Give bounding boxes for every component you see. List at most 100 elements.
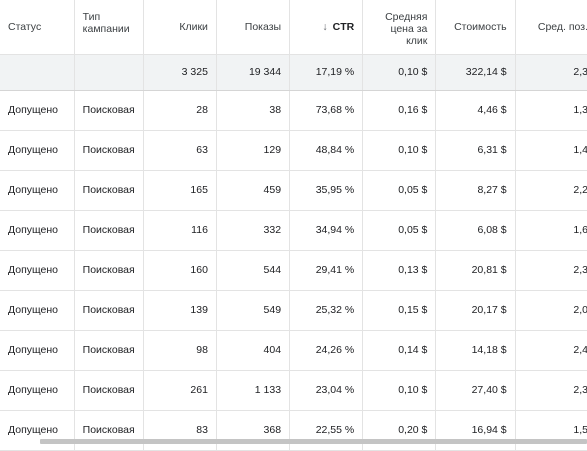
table-row[interactable]: Допущено Поисковая 98 404 24,26 % 0,14 $14,18… — [0, 330, 587, 371]
table-row[interactable]: Допущено Поисковая 139 549 25,32 % 0,15 $20,1… — [0, 290, 587, 331]
cell-campaign-type: Поисковая — [74, 290, 144, 331]
cell-clicks: 98 — [143, 330, 217, 371]
column-header-status-label: Статус — [8, 21, 42, 33]
cell-clicks: 116 — [143, 210, 217, 251]
cell-avg-pos: 1,3 — [515, 90, 587, 131]
cell-clicks: 28 — [143, 90, 217, 131]
cell-avg-cpc: 0,05 $ — [362, 170, 437, 211]
table-row[interactable]: Допущено Поисковая 165 459 35,95 % 0,05 $8,27… — [0, 170, 587, 211]
totals-avg-pos: 2,3 — [515, 54, 587, 91]
totals-ctr: 17,19 % — [289, 54, 364, 91]
cell-status: Допущено — [0, 210, 75, 251]
cell-status: Допущено — [0, 130, 75, 171]
totals-clicks: 3 325 — [143, 54, 217, 91]
cell-impressions: 38 — [216, 90, 291, 131]
cell-avg-cpc: 0,10 $ — [362, 370, 437, 411]
cell-avg-pos: 2,4 — [515, 330, 587, 371]
column-header-cost[interactable]: Стоимость — [435, 0, 516, 55]
column-header-avg-pos[interactable]: Сред. поз. — [515, 0, 587, 55]
table-row[interactable]: Допущено Поисковая 160 544 29,41 % 0,13 $20,8… — [0, 250, 587, 291]
cell-impressions: 1 133 — [216, 370, 291, 411]
cell-avg-pos: 1,6 — [515, 210, 587, 251]
cell-cost: 14,18 $ — [435, 330, 516, 371]
cell-campaign-type: Поисковая — [74, 410, 144, 451]
cell-campaign-type: Поисковая — [74, 370, 144, 411]
cell-ctr: 48,84 % — [289, 130, 364, 171]
cell-avg-pos: 2,2 — [515, 170, 587, 211]
cell-avg-pos: 2,3 — [515, 250, 587, 291]
header-row: Статус Тип кампании Клики Показы ↓ CTR Ср… — [0, 0, 587, 55]
table-row[interactable]: Допущено Поисковая 28 38 73,68 % 0,16 $4,46 $… — [0, 90, 587, 131]
table-row[interactable]: Допущено Поисковая 83 368 22,55 % 0,20 $16,94… — [0, 410, 587, 451]
totals-cost: 322,14 $ — [435, 54, 516, 91]
cell-avg-cpc: 0,13 $ — [362, 250, 437, 291]
table-row[interactable]: Допущено Поисковая 116 332 34,94 % 0,05 $6,08… — [0, 210, 587, 251]
cell-ctr: 23,04 % — [289, 370, 364, 411]
column-header-impressions[interactable]: Показы — [216, 0, 291, 55]
cell-clicks: 165 — [143, 170, 217, 211]
cell-campaign-type: Поисковая — [74, 170, 144, 211]
horizontal-scrollbar[interactable] — [40, 439, 587, 444]
column-header-clicks-label: Клики — [179, 21, 208, 33]
cell-avg-pos: 1,5 — [515, 410, 587, 451]
cell-status: Допущено — [0, 90, 75, 131]
cell-campaign-type: Поисковая — [74, 90, 144, 131]
cell-cost: 20,17 $ — [435, 290, 516, 331]
sort-descending-arrow-icon: ↓ — [322, 21, 328, 33]
cell-cost: 6,31 $ — [435, 130, 516, 171]
cell-ctr: 73,68 % — [289, 90, 364, 131]
cell-ctr: 35,95 % — [289, 170, 364, 211]
cell-avg-pos: 2,3 — [515, 370, 587, 411]
cell-cost: 27,40 $ — [435, 370, 516, 411]
column-header-impressions-label: Показы — [244, 21, 282, 33]
cell-cost: 16,94 $ — [435, 410, 516, 451]
cell-avg-pos: 2,0 — [515, 290, 587, 331]
cell-campaign-type: Поисковая — [74, 330, 144, 371]
column-header-ctr[interactable]: ↓ CTR — [289, 0, 364, 55]
cell-campaign-type: Поисковая — [74, 210, 144, 251]
column-header-ctr-label: CTR — [332, 21, 355, 33]
cell-avg-cpc: 0,15 $ — [362, 290, 437, 331]
cell-impressions: 549 — [216, 290, 291, 331]
cell-clicks: 261 — [143, 370, 217, 411]
cell-campaign-type: Поисковая — [74, 250, 144, 291]
cell-clicks: 160 — [143, 250, 217, 291]
totals-status — [0, 54, 75, 91]
cell-impressions: 404 — [216, 330, 291, 371]
column-header-campaign-type[interactable]: Тип кампании — [74, 0, 144, 55]
cell-avg-cpc: 0,16 $ — [362, 90, 437, 131]
cell-status: Допущено — [0, 330, 75, 371]
cell-clicks: 63 — [143, 130, 217, 171]
totals-avg-cpc: 0,10 $ — [362, 54, 437, 91]
cell-ctr: 29,41 % — [289, 250, 364, 291]
cell-clicks: 83 — [143, 410, 217, 451]
cell-avg-cpc: 0,10 $ — [362, 130, 437, 171]
cell-avg-cpc: 0,14 $ — [362, 330, 437, 371]
column-header-clicks[interactable]: Клики — [143, 0, 217, 55]
cell-campaign-type: Поисковая — [74, 130, 144, 171]
cell-ctr: 34,94 % — [289, 210, 364, 251]
totals-row: 3 325 19 344 17,19 % 0,10 $ 322,14 $ 2,3 — [0, 54, 587, 91]
cell-cost: 8,27 $ — [435, 170, 516, 211]
cell-cost: 20,81 $ — [435, 250, 516, 291]
table-row[interactable]: Допущено Поисковая 63 129 48,84 % 0,10 $6,31 … — [0, 130, 587, 171]
table-row[interactable]: Допущено Поисковая 261 1 133 23,04 % 0,10 $27… — [0, 370, 587, 411]
column-header-campaign-type-label: Тип кампании — [82, 11, 130, 35]
cell-status: Допущено — [0, 250, 75, 291]
column-header-status[interactable]: Статус — [0, 0, 75, 55]
cell-clicks: 139 — [143, 290, 217, 331]
cell-ctr: 25,32 % — [289, 290, 364, 331]
cell-impressions: 368 — [216, 410, 291, 451]
cell-status: Допущено — [0, 290, 75, 331]
cell-avg-pos: 1,4 — [515, 130, 587, 171]
column-header-avg-cpc[interactable]: Средняя цена за клик — [362, 0, 437, 55]
totals-impressions: 19 344 — [216, 54, 291, 91]
cell-avg-cpc: 0,20 $ — [362, 410, 437, 451]
totals-campaign-type — [74, 54, 144, 91]
cell-status: Допущено — [0, 410, 75, 451]
cell-avg-cpc: 0,05 $ — [362, 210, 437, 251]
cell-impressions: 459 — [216, 170, 291, 211]
cell-impressions: 332 — [216, 210, 291, 251]
cell-impressions: 129 — [216, 130, 291, 171]
